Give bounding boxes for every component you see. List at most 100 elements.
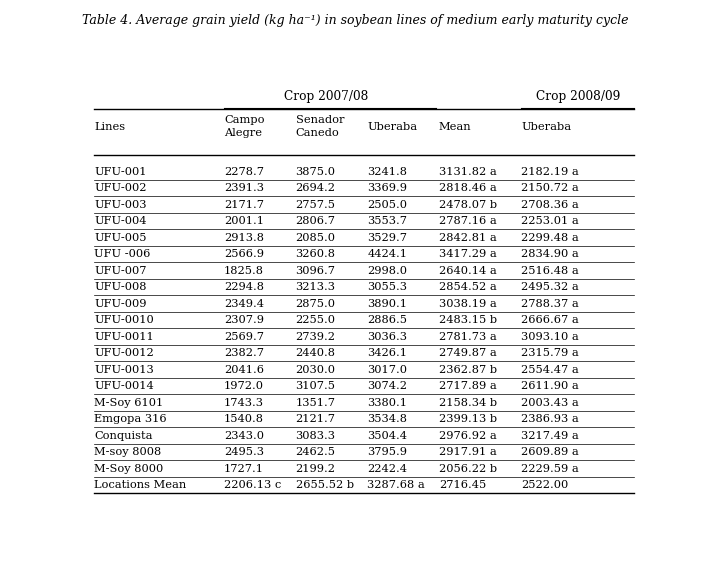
Text: 2566.9: 2566.9 (224, 249, 264, 259)
Text: UFU-003: UFU-003 (95, 200, 147, 210)
Text: 3529.7: 3529.7 (367, 233, 407, 243)
Text: UFU -006: UFU -006 (95, 249, 151, 259)
Text: UFU-009: UFU-009 (95, 299, 147, 308)
Text: 2349.4: 2349.4 (224, 299, 264, 308)
Text: 2386.93 a: 2386.93 a (521, 414, 579, 424)
Text: 2749.87 a: 2749.87 a (439, 348, 496, 358)
Text: 2171.7: 2171.7 (224, 200, 264, 210)
Text: 2666.67 a: 2666.67 a (521, 315, 579, 325)
Text: 2569.7: 2569.7 (224, 332, 264, 342)
Text: 3890.1: 3890.1 (367, 299, 407, 308)
Text: 2242.4: 2242.4 (367, 463, 407, 473)
Text: 2483.15 b: 2483.15 b (439, 315, 497, 325)
Text: 3036.3: 3036.3 (367, 332, 407, 342)
Text: 3534.8: 3534.8 (367, 414, 407, 424)
Text: 2294.8: 2294.8 (224, 282, 264, 292)
Text: 3875.0: 3875.0 (296, 167, 336, 177)
Text: M-Soy 6101: M-Soy 6101 (95, 398, 164, 407)
Text: 2362.87 b: 2362.87 b (439, 364, 497, 375)
Text: 2806.7: 2806.7 (296, 216, 336, 226)
Text: Uberaba: Uberaba (521, 121, 572, 132)
Text: 2875.0: 2875.0 (296, 299, 336, 308)
Text: 3074.2: 3074.2 (367, 381, 407, 391)
Text: 2655.52 b: 2655.52 b (296, 480, 353, 490)
Text: UFU-005: UFU-005 (95, 233, 147, 243)
Text: 3096.7: 3096.7 (296, 266, 336, 276)
Text: 1825.8: 1825.8 (224, 266, 264, 276)
Text: 2041.6: 2041.6 (224, 364, 264, 375)
Text: 2255.0: 2255.0 (296, 315, 336, 325)
Text: 2440.8: 2440.8 (296, 348, 336, 358)
Text: UFU-0013: UFU-0013 (95, 364, 154, 375)
Text: 2003.43 a: 2003.43 a (521, 398, 579, 407)
Text: Mean: Mean (439, 121, 471, 132)
Text: 2516.48 a: 2516.48 a (521, 266, 579, 276)
Text: 3083.3: 3083.3 (296, 431, 336, 441)
Text: Lines: Lines (95, 121, 126, 132)
Text: 2056.22 b: 2056.22 b (439, 463, 497, 473)
Text: 3217.49 a: 3217.49 a (521, 431, 579, 441)
Text: 3055.3: 3055.3 (367, 282, 407, 292)
Text: 2886.5: 2886.5 (367, 315, 407, 325)
Text: 4424.1: 4424.1 (367, 249, 407, 259)
Text: 2182.19 a: 2182.19 a (521, 167, 579, 177)
Text: 2842.81 a: 2842.81 a (439, 233, 496, 243)
Text: 3504.4: 3504.4 (367, 431, 407, 441)
Text: UFU-008: UFU-008 (95, 282, 147, 292)
Text: 2085.0: 2085.0 (296, 233, 336, 243)
Text: 2834.90 a: 2834.90 a (521, 249, 579, 259)
Text: Campo
Alegre: Campo Alegre (224, 115, 264, 138)
Text: 2640.14 a: 2640.14 a (439, 266, 496, 276)
Text: UFU-007: UFU-007 (95, 266, 147, 276)
Text: UFU-001: UFU-001 (95, 167, 147, 177)
Text: 2478.07 b: 2478.07 b (439, 200, 497, 210)
Text: 3380.1: 3380.1 (367, 398, 407, 407)
Text: 2716.45: 2716.45 (439, 480, 486, 490)
Text: 3107.5: 3107.5 (296, 381, 336, 391)
Text: 2307.9: 2307.9 (224, 315, 264, 325)
Text: 1743.3: 1743.3 (224, 398, 264, 407)
Text: 2717.89 a: 2717.89 a (439, 381, 496, 391)
Text: 3795.9: 3795.9 (367, 447, 407, 457)
Text: UFU-0011: UFU-0011 (95, 332, 154, 342)
Text: 3287.68 a: 3287.68 a (367, 480, 425, 490)
Text: 3213.3: 3213.3 (296, 282, 336, 292)
Text: 2788.37 a: 2788.37 a (521, 299, 579, 308)
Text: 2781.73 a: 2781.73 a (439, 332, 496, 342)
Text: 2609.89 a: 2609.89 a (521, 447, 579, 457)
Text: 2206.13 c: 2206.13 c (224, 480, 281, 490)
Text: Emgopa 316: Emgopa 316 (95, 414, 167, 424)
Text: UFU-0010: UFU-0010 (95, 315, 154, 325)
Text: Senador
Canedo: Senador Canedo (296, 115, 344, 138)
Text: 2343.0: 2343.0 (224, 431, 264, 441)
Text: 2299.48 a: 2299.48 a (521, 233, 579, 243)
Text: 3093.10 a: 3093.10 a (521, 332, 579, 342)
Text: 2998.0: 2998.0 (367, 266, 407, 276)
Text: Uberaba: Uberaba (367, 121, 417, 132)
Text: 2694.2: 2694.2 (296, 183, 336, 193)
Text: 2854.52 a: 2854.52 a (439, 282, 496, 292)
Text: 2611.90 a: 2611.90 a (521, 381, 579, 391)
Text: 2399.13 b: 2399.13 b (439, 414, 497, 424)
Text: 3017.0: 3017.0 (367, 364, 407, 375)
Text: M-soy 8008: M-soy 8008 (95, 447, 161, 457)
Text: Crop 2008/09: Crop 2008/09 (535, 90, 620, 103)
Text: 2278.7: 2278.7 (224, 167, 264, 177)
Text: 1351.7: 1351.7 (296, 398, 336, 407)
Text: 2315.79 a: 2315.79 a (521, 348, 579, 358)
Text: 1972.0: 1972.0 (224, 381, 264, 391)
Text: 2495.3: 2495.3 (224, 447, 264, 457)
Text: 2030.0: 2030.0 (296, 364, 336, 375)
Text: Table 4. Average grain yield (kg ha⁻¹) in soybean lines of medium early maturity: Table 4. Average grain yield (kg ha⁻¹) i… (82, 14, 629, 27)
Text: 2505.0: 2505.0 (367, 200, 407, 210)
Text: 2382.7: 2382.7 (224, 348, 264, 358)
Text: 2391.3: 2391.3 (224, 183, 264, 193)
Text: 2150.72 a: 2150.72 a (521, 183, 579, 193)
Text: 2913.8: 2913.8 (224, 233, 264, 243)
Text: 2917.91 a: 2917.91 a (439, 447, 496, 457)
Text: 2818.46 a: 2818.46 a (439, 183, 496, 193)
Text: 2708.36 a: 2708.36 a (521, 200, 579, 210)
Text: 2462.5: 2462.5 (296, 447, 336, 457)
Text: 2199.2: 2199.2 (296, 463, 336, 473)
Text: 2522.00: 2522.00 (521, 480, 569, 490)
